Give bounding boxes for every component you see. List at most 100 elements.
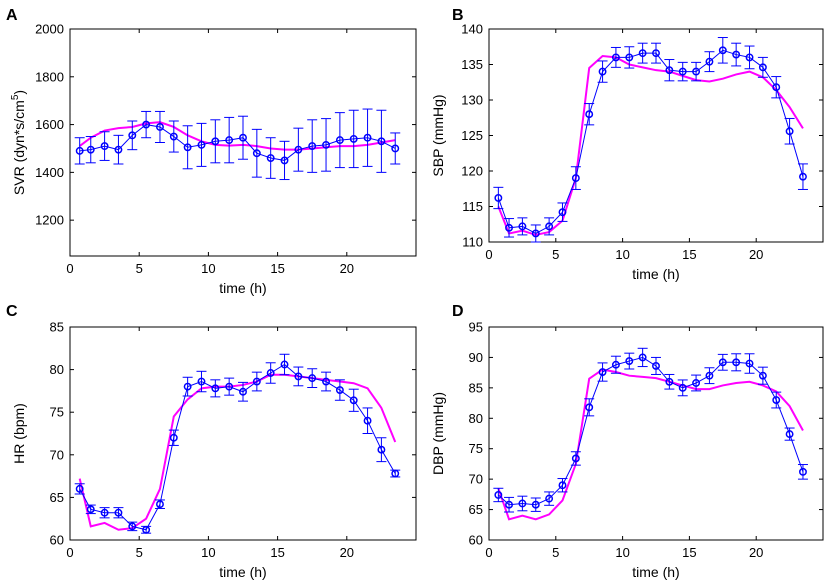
panel-b-data-point (692, 67, 701, 76)
panel-d-ytick-label: 95 (469, 320, 483, 335)
panel-d-ytick-label: 75 (469, 441, 483, 456)
panel-a-xlabel: time (h) (219, 280, 266, 296)
panel-b-data-point (494, 194, 503, 202)
panel-b-series-data-line (497, 49, 804, 235)
panel-d-data-point (598, 368, 607, 376)
panel-b-ytick-label: 115 (462, 199, 483, 214)
panel-a-data-point (349, 134, 358, 143)
panel-c-ytick-label: 60 (50, 533, 64, 548)
panel-a-data-point (211, 137, 220, 146)
panel-a-ytick-label: 1800 (35, 69, 64, 84)
panel-c-ytick-label: 85 (50, 320, 64, 335)
panel-c-data-point (266, 369, 275, 377)
panel-d-data-point (518, 499, 527, 508)
panel-b-ytick-label: 130 (461, 93, 483, 108)
panel-a-data-point (363, 133, 372, 142)
panel-d-data-point (678, 383, 687, 392)
panel-c-ytick-label: 75 (50, 405, 64, 420)
panel-d-series-model-line (497, 368, 804, 521)
panel-d-letter: D (452, 303, 464, 320)
panel-b-data-point (678, 67, 687, 76)
panel-c-ytick-label: 65 (50, 490, 64, 505)
panel-a-data-point (100, 142, 109, 151)
panel-b-xtick-label: 0 (485, 247, 492, 262)
panel-a-data-point (322, 140, 330, 149)
panel-d-xtick-label: 0 (485, 545, 492, 560)
panel-c-series-data-line (79, 363, 396, 531)
panel-b-xtick-label: 20 (749, 247, 763, 262)
panel-b-data-point (518, 222, 527, 231)
panel-c-xtick-label: 10 (201, 545, 215, 560)
panel-d-data-point (665, 377, 674, 386)
panel-d-series-data-line (498, 356, 804, 506)
panel-b-ytick-label: 120 (461, 164, 483, 179)
panel-c: C 0 5 10 15 20 60 65 70 75 80 85 time (h) HR (bpm) (6, 303, 417, 580)
panel-a-data-point (86, 145, 95, 154)
panel-b-xlabel: time (h) (632, 266, 679, 282)
panel-b-data-point (758, 63, 767, 72)
panel-d-data-point (652, 361, 660, 370)
panel-a-data-point (252, 149, 261, 158)
panel-d-data-point (531, 500, 540, 509)
panel-d-data-point (571, 454, 580, 463)
panel-d-data-point (625, 357, 634, 366)
panel-b-data-point (505, 223, 513, 232)
panel-c-data-point (211, 384, 220, 393)
panel-d-data-point (611, 360, 620, 369)
panel-d-xtick-label: 20 (749, 545, 763, 560)
panel-c-data-point (294, 372, 303, 381)
panel-a-xtick-label: 0 (66, 261, 73, 276)
panel-b-data-point (531, 229, 540, 238)
panel-d-xlabel: time (h) (632, 564, 679, 580)
panel-b-data-point (705, 57, 714, 66)
panel-c-xtick-label: 0 (66, 545, 73, 560)
panel-c-ylabel: HR (bpm) (11, 403, 27, 464)
panel-b-series-model-line (497, 54, 804, 236)
panel-a-axes-box (69, 28, 417, 257)
panel-c-ytick-label: 70 (50, 447, 64, 462)
panel-c-series-model-line (78, 373, 397, 531)
panel-d-data-point (758, 371, 767, 380)
panel-c-data-point (142, 525, 151, 534)
panel-c-data-point (349, 396, 358, 405)
panel-c-axes-box (69, 326, 417, 541)
panel-b-data-point (585, 110, 594, 119)
panel-b-data-point (611, 53, 620, 62)
panel-d: D 0 5 10 15 20 60 65 70 75 80 85 90 95 time (h) DBP (mm… (430, 303, 824, 580)
panel-b-data-point (652, 49, 660, 58)
panel-b-ytick-label: 135 (461, 57, 483, 72)
panel-a-ylabel-superscript: 5 (10, 94, 21, 100)
panel-b-data-point (732, 50, 741, 59)
panel-c-letter: C (6, 303, 18, 320)
panel-c-data-point (363, 416, 372, 425)
panel-c-data-point (377, 445, 386, 454)
panel-c-ylabel-text: HR (bpm) (11, 403, 27, 464)
panel-b-data-point (799, 172, 807, 181)
panel-d-data-point (772, 396, 781, 404)
panel-a-data-point (183, 143, 192, 152)
panel-a-data-point (294, 145, 303, 154)
panel-a-data-point (169, 132, 178, 141)
panel-b-ytick-label: 110 (462, 235, 483, 250)
panel-d-data-point (545, 494, 554, 503)
panel-c-data-point (225, 382, 234, 391)
panel-c-data-point (100, 508, 109, 517)
panel-d-data-point (494, 491, 503, 499)
panel-d-xtick-label: 10 (615, 545, 629, 560)
panel-b-data-point (571, 174, 580, 183)
panel-a-data-point (280, 156, 289, 165)
panel-d-data-point (705, 371, 714, 380)
panel-a-data-point (114, 145, 123, 154)
panel-b-letter: B (452, 7, 464, 24)
panel-b-ytick-label: 140 (461, 22, 483, 37)
panel-c-xtick-label: 15 (270, 545, 284, 560)
panel-c-data-point (183, 382, 192, 391)
panel-c-xlabel: time (h) (219, 564, 266, 580)
panel-c-data-point (391, 469, 400, 478)
panel-c-data-point (308, 374, 317, 383)
panel-b-data-point (558, 208, 567, 217)
panel-d-ytick-label: 90 (469, 350, 483, 365)
panel-a-data-point (142, 120, 151, 129)
panel-b-data-point (772, 83, 781, 92)
